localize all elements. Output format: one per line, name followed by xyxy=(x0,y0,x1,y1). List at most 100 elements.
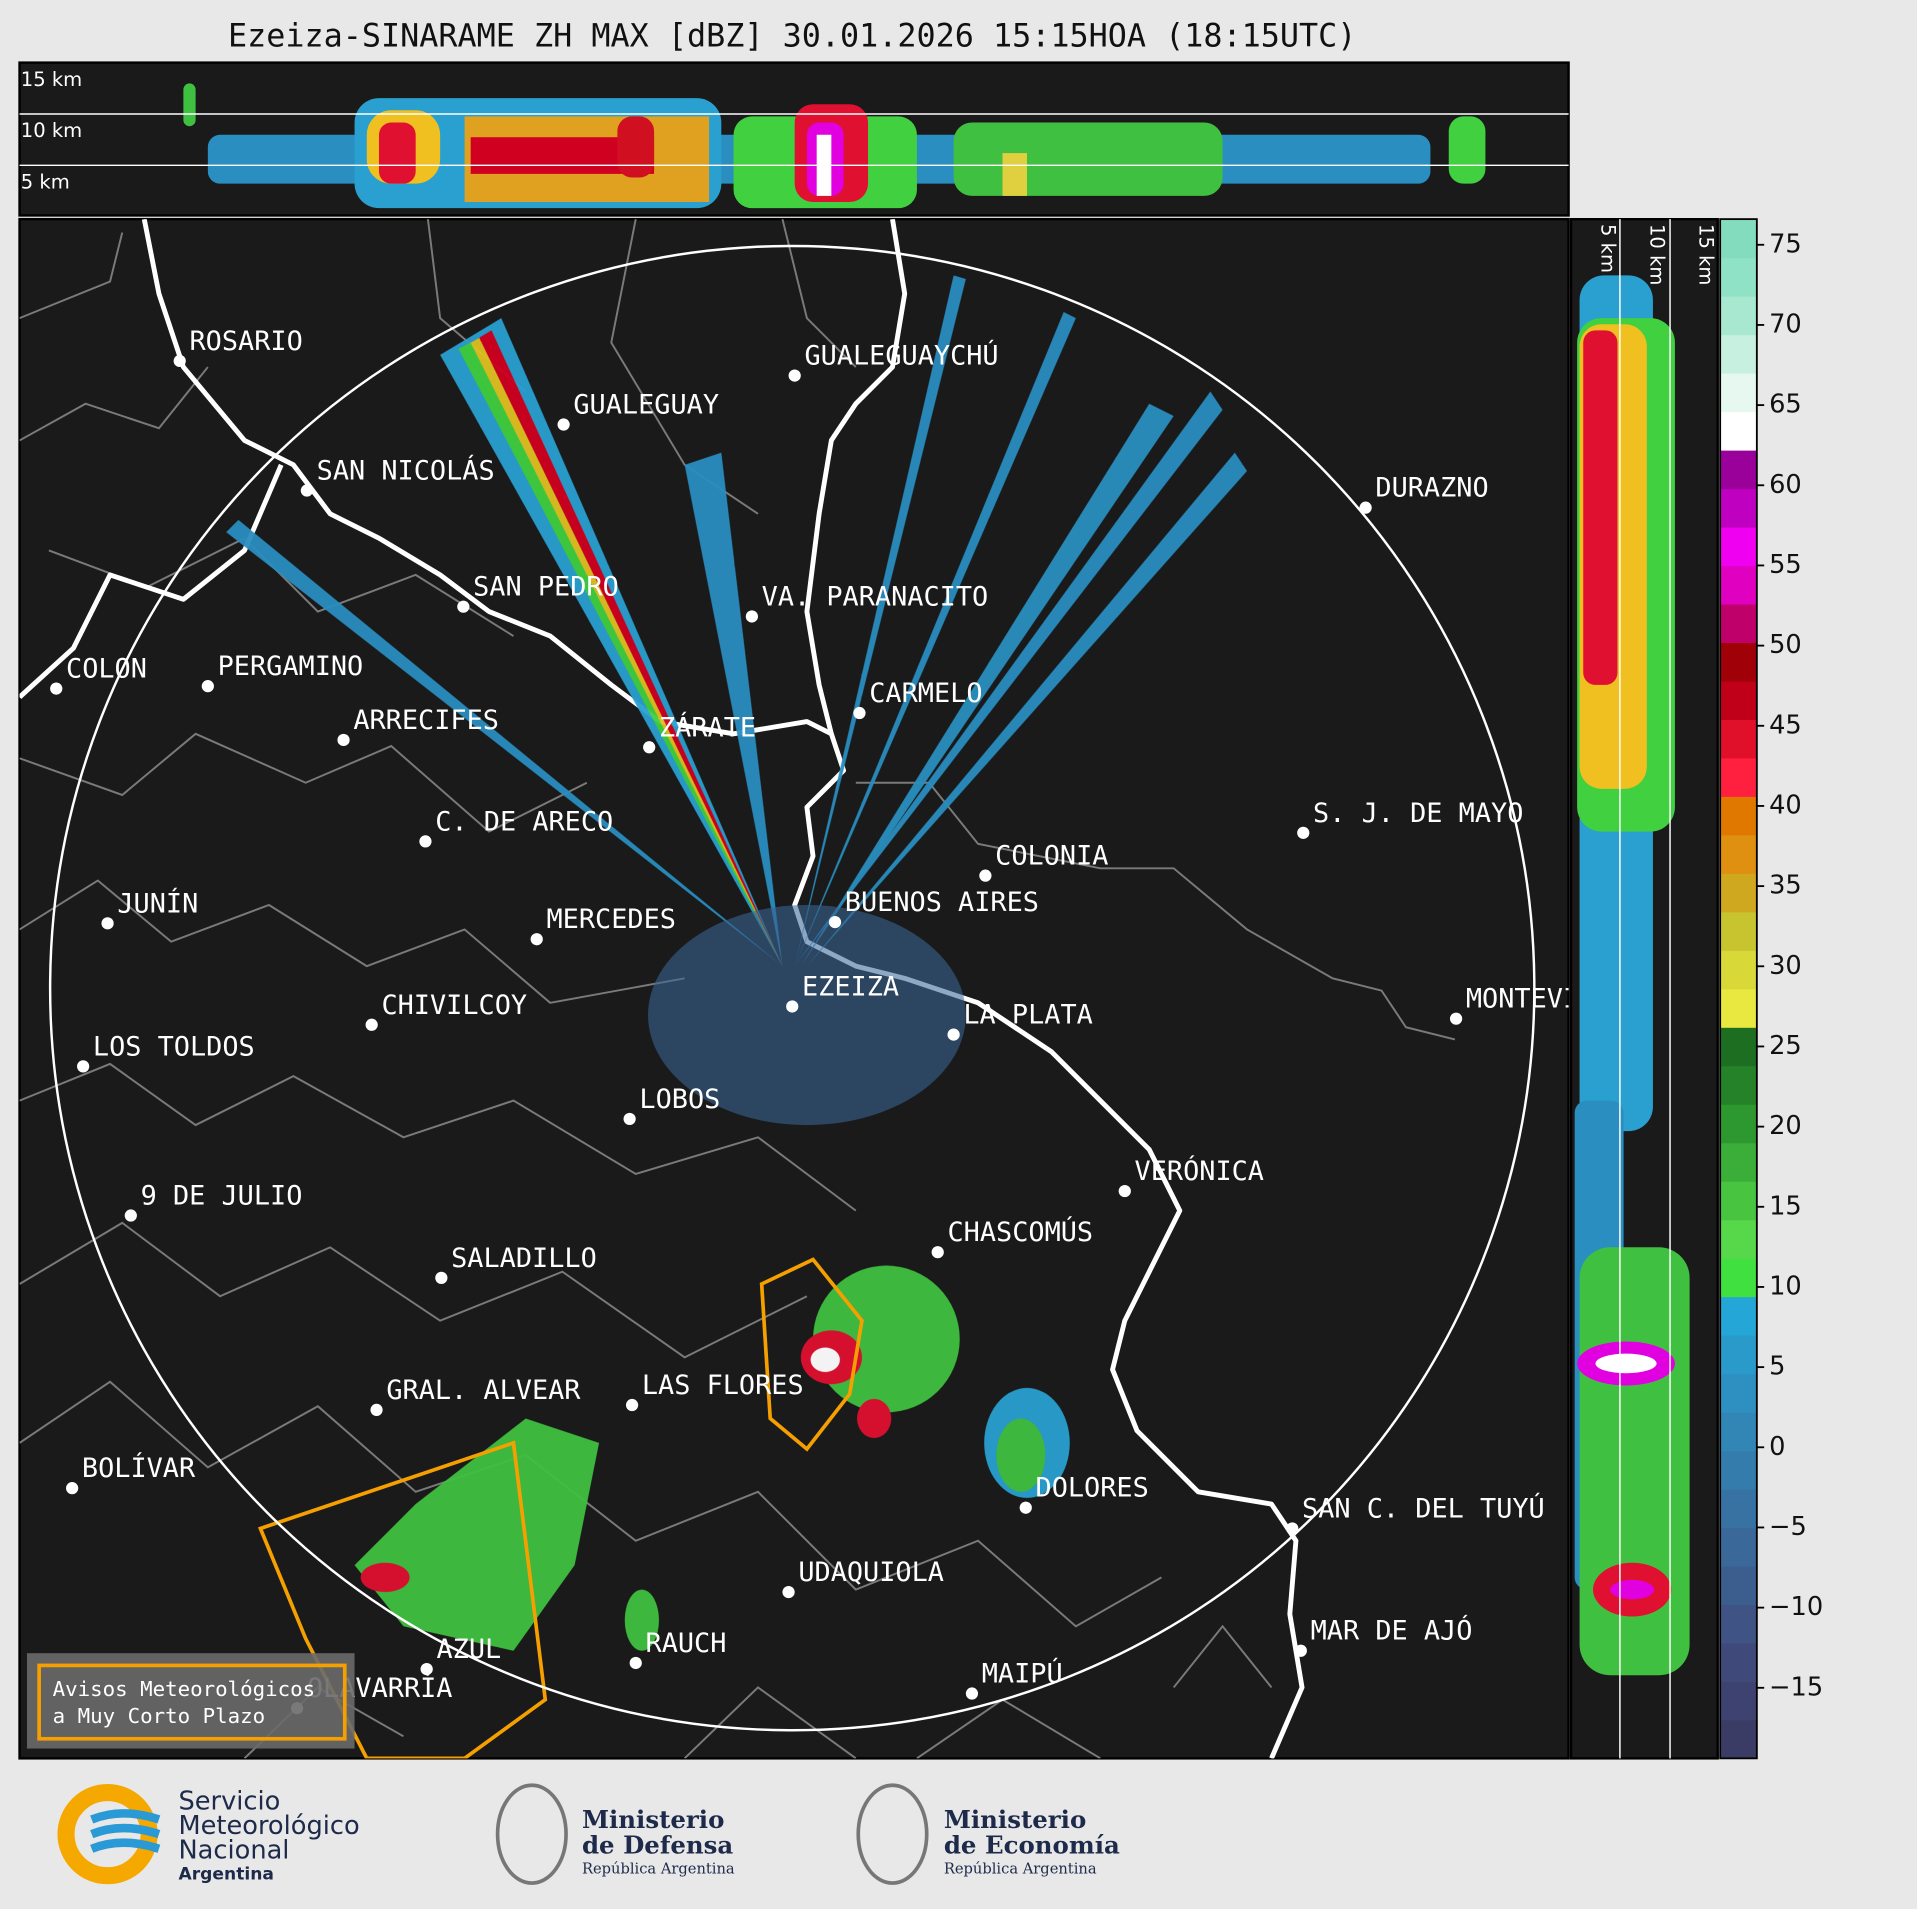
colorbar-band xyxy=(1720,1027,1757,1067)
colorbar-band xyxy=(1720,1181,1757,1221)
city-dot xyxy=(173,354,186,368)
city-dot xyxy=(300,484,313,497)
title: Ezeiza-SINARAME ZH MAX [dBZ] 30.01.2026 … xyxy=(228,19,1356,55)
colorbar-tick-label: 45 xyxy=(1769,710,1802,740)
colorbar-band xyxy=(1720,834,1757,874)
colorbar-band xyxy=(1720,334,1757,374)
city-label: GUALEGUAY xyxy=(573,390,719,421)
logo-text: de Economía xyxy=(944,1831,1120,1860)
city-dot xyxy=(965,1687,979,1700)
city-dot xyxy=(201,680,214,693)
range-ring xyxy=(48,244,1536,1732)
colorbar-tick-label: −15 xyxy=(1769,1672,1823,1702)
city-label: SAN PEDRO xyxy=(473,572,619,603)
city-label: COLONIA xyxy=(995,841,1108,872)
colorbar-band xyxy=(1720,950,1757,990)
city-dot xyxy=(643,741,656,754)
city-dot xyxy=(623,1112,636,1126)
city-label: PERGAMINO xyxy=(218,651,364,682)
colorbar-band xyxy=(1720,450,1757,490)
logos: Servicio Meteorológico Nacional Argentin… xyxy=(57,1783,1120,1885)
city-dot xyxy=(457,600,470,613)
colorbar-band xyxy=(1720,1258,1757,1298)
city-dot xyxy=(435,1271,448,1284)
colorbar-frame xyxy=(1719,218,1758,1760)
city-label: DURAZNO xyxy=(1375,473,1488,504)
city-label: MONTEVIDEO xyxy=(1466,984,1628,1015)
city-label: ROSARIO xyxy=(189,326,302,357)
city-label: CARMELO xyxy=(869,678,982,709)
legend: Avisos Meteorológicos a Muy Corto Plazo xyxy=(26,1653,355,1749)
city-label: C. DE ARECO xyxy=(435,806,613,837)
logo-text: de Defensa xyxy=(582,1831,733,1860)
logo-text: República Argentina xyxy=(582,1860,735,1877)
colorbar-band xyxy=(1720,796,1757,836)
city-label: GUALEGUAYCHÚ xyxy=(804,340,998,372)
city-dot xyxy=(370,1403,383,1417)
city-label: ARRECIFES xyxy=(353,705,499,736)
city-dot xyxy=(420,1662,433,1676)
colorbar-tick-label: −10 xyxy=(1769,1592,1823,1622)
logo-text: Argentina xyxy=(178,1864,273,1884)
colorbar-band xyxy=(1720,719,1757,759)
map: ROSARIO GUALEGUAYCHÚ GUALEGUAY SAN NICOLÁS D… xyxy=(18,217,1628,1760)
city-label: BOLÍVAR xyxy=(82,1452,196,1484)
colorbar-band xyxy=(1720,296,1757,336)
city-dot xyxy=(931,1246,944,1259)
logo-text: Ministerio xyxy=(582,1805,724,1834)
city-dot xyxy=(1449,1012,1463,1025)
city-label: VERÓNICA xyxy=(1135,1155,1264,1187)
city-label: DOLORES xyxy=(1036,1473,1149,1504)
colorbar-tick-label: 40 xyxy=(1769,790,1802,820)
city-label: AZUL xyxy=(436,1634,501,1665)
city-dot xyxy=(419,835,432,848)
colorbar-band xyxy=(1720,526,1757,567)
city-dot xyxy=(625,1398,639,1412)
colorbar-band xyxy=(1720,373,1757,413)
city-label: ZÁRATE xyxy=(659,711,756,743)
city-label: UDAQUIOLA xyxy=(798,1557,944,1588)
city-label: LOS TOLDOS xyxy=(93,1031,255,1062)
city-dot xyxy=(788,369,801,382)
side-cross-section: 5 km 10 km 15 km xyxy=(1569,217,1719,1760)
height-label: 5 km xyxy=(21,171,70,194)
city-dot xyxy=(365,1018,378,1031)
city-label: EZEIZA xyxy=(802,971,899,1002)
colorbar-band xyxy=(1720,1681,1757,1721)
colorbar-band xyxy=(1720,988,1757,1028)
city-label: SALADILLO xyxy=(451,1243,597,1274)
colorbar-band xyxy=(1720,1219,1757,1259)
coat-of-arms xyxy=(856,1783,929,1885)
height-label: 5 km xyxy=(1597,224,1620,273)
colorbar-tick-label: 50 xyxy=(1769,630,1802,660)
city-label: COLON xyxy=(66,654,147,685)
city-dot xyxy=(1118,1184,1131,1198)
colorbar-tick-label: 10 xyxy=(1769,1271,1802,1301)
colorbar-tick-label: −5 xyxy=(1769,1512,1807,1542)
legend-text: a Muy Corto Plazo xyxy=(53,1704,266,1728)
city-label: RAUCH xyxy=(646,1628,727,1659)
height-label: 10 km xyxy=(21,119,82,142)
city-label: SAN NICOLÁS xyxy=(317,455,495,487)
colorbar-band xyxy=(1720,1719,1757,1759)
logo-text: Nacional xyxy=(178,1836,289,1866)
height-label: 10 km xyxy=(1645,224,1668,285)
colorbar-tick-label: 35 xyxy=(1769,871,1802,901)
colorbar-tick-label: 65 xyxy=(1769,390,1802,420)
city-label: CHASCOMÚS xyxy=(947,1216,1093,1248)
city-label: S. J. DE MAYO xyxy=(1313,798,1523,829)
colorbar-tick-label: 5 xyxy=(1769,1352,1785,1382)
city-dot xyxy=(979,869,992,882)
colorbar-band xyxy=(1720,1335,1757,1375)
city-dot xyxy=(853,706,866,720)
city-dot xyxy=(1359,501,1372,514)
top-cross-section: 15 km 10 km 5 km xyxy=(18,61,1570,217)
colorbar-tick-label: 30 xyxy=(1769,951,1802,981)
cities: ROSARIO GUALEGUAYCHÚ GUALEGUAY SAN NICOLÁS D… xyxy=(50,326,1628,1715)
colorbar-band xyxy=(1720,603,1757,644)
city-label: LAS FLORES xyxy=(642,1370,804,1401)
city-dot xyxy=(828,915,842,929)
colorbar-band xyxy=(1720,1296,1757,1336)
city-dot xyxy=(782,1585,795,1599)
